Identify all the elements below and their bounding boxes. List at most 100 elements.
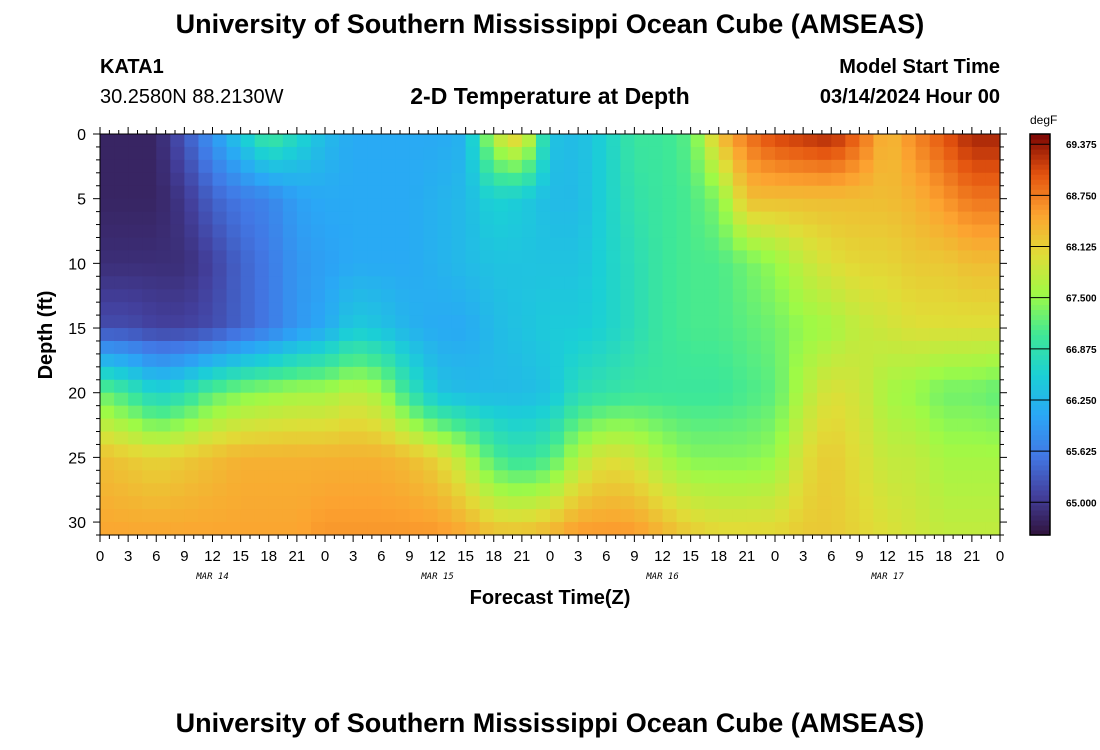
heatmap-cell bbox=[873, 302, 889, 316]
heatmap-cell bbox=[479, 379, 495, 394]
heatmap-cell bbox=[718, 276, 734, 290]
heatmap-cell bbox=[381, 470, 396, 484]
heatmap-cell bbox=[803, 457, 818, 471]
heatmap-cell bbox=[887, 418, 903, 433]
heatmap-cell bbox=[339, 470, 354, 484]
heatmap-cell bbox=[339, 276, 354, 290]
heatmap-cell bbox=[535, 134, 551, 148]
heatmap-cell bbox=[507, 509, 523, 523]
heatmap-cell bbox=[465, 340, 481, 355]
heatmap-cell bbox=[592, 483, 607, 497]
heatmap-cell bbox=[100, 211, 115, 226]
heatmap-cell bbox=[901, 198, 917, 213]
heatmap-cell bbox=[789, 392, 804, 407]
heatmap-cell bbox=[507, 418, 523, 433]
colorbar-segment bbox=[1030, 234, 1050, 240]
heatmap-cell bbox=[789, 405, 804, 420]
heatmap-cell bbox=[915, 483, 931, 497]
heatmap-cell bbox=[803, 211, 818, 226]
heatmap-cell bbox=[240, 250, 256, 264]
heatmap-cell bbox=[521, 237, 537, 252]
heatmap-cell bbox=[367, 470, 382, 484]
heatmap-cell bbox=[240, 276, 256, 290]
heatmap-cell bbox=[803, 405, 818, 420]
heatmap-cell bbox=[887, 431, 903, 446]
heatmap-cell bbox=[634, 405, 650, 420]
heatmap-cell bbox=[465, 315, 481, 329]
heatmap-cell bbox=[648, 146, 664, 161]
x-tick-label: 21 bbox=[289, 548, 306, 565]
heatmap-cell bbox=[943, 224, 959, 239]
x-tick-label: 15 bbox=[907, 548, 924, 565]
heatmap-cell bbox=[465, 237, 481, 252]
heatmap-cell bbox=[451, 379, 467, 394]
heatmap-cell bbox=[437, 392, 453, 407]
heatmap-cell bbox=[620, 315, 635, 329]
heatmap-cell bbox=[296, 134, 312, 148]
heatmap-cell bbox=[718, 366, 734, 381]
colorbar-segment bbox=[1030, 154, 1050, 160]
heatmap-cell bbox=[831, 159, 846, 174]
heatmap-cell bbox=[437, 483, 453, 497]
heatmap-cell bbox=[873, 444, 889, 458]
heatmap-cell bbox=[943, 263, 959, 277]
heatmap-cell bbox=[803, 263, 818, 277]
heatmap-cell bbox=[142, 340, 157, 355]
heatmap-cell bbox=[775, 366, 790, 381]
heatmap-cell bbox=[718, 224, 734, 239]
heatmap-cell bbox=[142, 315, 157, 329]
heatmap-cell bbox=[550, 276, 565, 290]
heatmap-cell bbox=[859, 198, 875, 213]
heatmap-cell bbox=[493, 496, 509, 510]
heatmap-cell bbox=[142, 263, 157, 277]
heatmap-cell bbox=[226, 146, 242, 161]
heatmap-cell bbox=[465, 353, 481, 368]
heatmap-cell bbox=[662, 405, 678, 420]
heatmap-cell bbox=[184, 405, 200, 420]
heatmap-cell bbox=[971, 483, 987, 497]
heatmap-cell bbox=[971, 159, 987, 174]
heatmap-cell bbox=[831, 276, 846, 290]
heatmap-cell bbox=[268, 224, 284, 239]
heatmap-cell bbox=[142, 146, 157, 161]
heatmap-cell bbox=[184, 302, 200, 316]
heatmap-cell bbox=[634, 483, 650, 497]
heatmap-cell bbox=[746, 172, 762, 187]
heatmap-cell bbox=[915, 328, 931, 342]
heatmap-cell bbox=[535, 379, 551, 394]
heatmap-cell bbox=[901, 353, 917, 368]
heatmap-cell bbox=[550, 405, 565, 420]
heatmap-cell bbox=[760, 276, 776, 290]
heatmap-cell bbox=[690, 509, 706, 523]
heatmap-cell bbox=[409, 483, 425, 497]
heatmap-cell bbox=[198, 522, 214, 536]
heatmap-cell bbox=[128, 146, 143, 161]
heatmap-cell bbox=[254, 134, 270, 148]
y-tick-label: 30 bbox=[68, 515, 86, 532]
heatmap-cell bbox=[100, 470, 115, 484]
heatmap-cell bbox=[578, 483, 593, 497]
heatmap-cell bbox=[929, 237, 945, 252]
heatmap-cell bbox=[578, 250, 593, 264]
heatmap-cell bbox=[128, 509, 143, 523]
heatmap-cell bbox=[479, 250, 495, 264]
colorbar-segment bbox=[1030, 149, 1050, 155]
heatmap-cell bbox=[873, 224, 889, 239]
heatmap-cell bbox=[240, 522, 256, 536]
heatmap-cell bbox=[184, 224, 200, 239]
heatmap-cell bbox=[957, 263, 973, 277]
heatmap-cell bbox=[634, 366, 650, 381]
heatmap-cell bbox=[212, 263, 228, 277]
heatmap-cell bbox=[985, 431, 1001, 446]
heatmap-cell bbox=[704, 224, 720, 239]
heatmap-cell bbox=[423, 185, 439, 200]
heatmap-cell bbox=[296, 146, 312, 161]
heatmap-cell bbox=[521, 328, 537, 342]
heatmap-cell bbox=[859, 496, 875, 510]
heatmap-cell bbox=[620, 302, 635, 316]
heatmap-cell bbox=[943, 418, 959, 433]
colorbar-segment bbox=[1030, 429, 1050, 436]
heatmap-cell bbox=[718, 185, 734, 200]
heatmap-cell bbox=[606, 470, 621, 484]
heatmap-cell bbox=[409, 366, 425, 381]
